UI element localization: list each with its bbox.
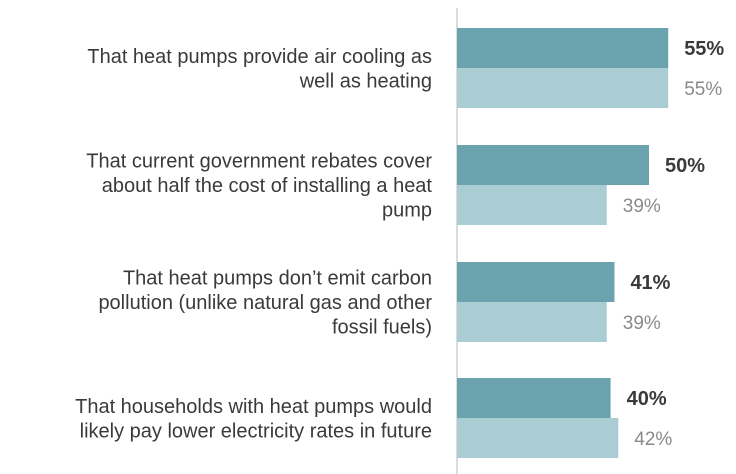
value-label-secondary-1: 39% xyxy=(623,196,661,217)
category-label-1-line-1: about half the cost of installing a heat xyxy=(102,175,433,197)
category-label-0-line-0: That heat pumps provide air cooling as xyxy=(87,46,432,68)
category-label-2-line-1: pollution (unlike natural gas and other xyxy=(98,292,432,314)
category-label-3-line-1: likely pay lower electricity rates in fu… xyxy=(80,420,432,442)
value-label-primary-1: 50% xyxy=(665,155,705,177)
value-label-secondary-3: 42% xyxy=(634,429,672,450)
bar-secondary-1 xyxy=(457,185,607,225)
category-label-1-line-2: pump xyxy=(382,200,432,222)
bar-secondary-3 xyxy=(457,418,619,458)
category-label-2-line-2: fossil fuels) xyxy=(332,317,432,339)
value-label-primary-0: 55% xyxy=(684,38,724,60)
value-label-primary-2: 41% xyxy=(630,272,670,294)
value-label-secondary-0: 55% xyxy=(684,79,722,100)
bar-secondary-0 xyxy=(457,68,669,108)
category-label-2-line-0: That heat pumps don’t emit carbon xyxy=(123,268,432,290)
category-label-0-line-1: well as heating xyxy=(299,70,432,92)
bars-group xyxy=(457,28,669,458)
category-labels-group: That heat pumps provide air cooling aswe… xyxy=(75,46,432,443)
value-label-secondary-2: 39% xyxy=(623,313,661,334)
bar-primary-2 xyxy=(457,262,615,302)
bar-primary-1 xyxy=(457,145,649,185)
bar-secondary-2 xyxy=(457,302,607,342)
value-label-primary-3: 40% xyxy=(627,388,667,410)
bar-primary-3 xyxy=(457,378,611,418)
value-labels-group: 55%55%50%39%41%39%40%42% xyxy=(623,38,725,450)
bar-primary-0 xyxy=(457,28,669,68)
category-label-1-line-0: That current government rebates cover xyxy=(86,151,432,173)
category-label-3-line-0: That households with heat pumps would xyxy=(75,396,432,418)
